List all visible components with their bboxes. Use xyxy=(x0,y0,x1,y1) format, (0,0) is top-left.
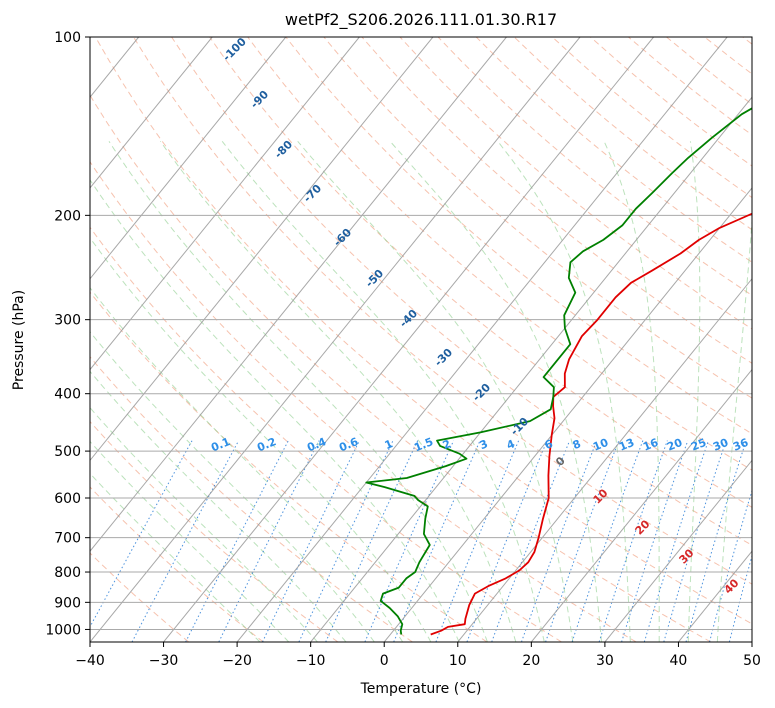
dry-adiabat-line xyxy=(437,37,752,296)
grid-lines xyxy=(0,37,752,642)
mixing-ratio-line xyxy=(663,440,727,642)
mixing-ratio-label: 1 xyxy=(383,437,395,452)
dry-adiabat-line xyxy=(247,37,752,471)
y-tick-label: 300 xyxy=(54,313,81,329)
x-tick-label: 30 xyxy=(596,653,614,669)
isotherm-line xyxy=(236,37,728,642)
isotherm-line xyxy=(604,459,752,642)
mixing-ratio-label: 36 xyxy=(731,436,750,454)
mixing-ratio-label: 16 xyxy=(641,436,660,454)
mixing-ratio-label: 20 xyxy=(665,436,684,454)
x-tick-label: −10 xyxy=(296,653,326,669)
x-tick-label: 50 xyxy=(743,653,761,669)
isotherm-line xyxy=(310,96,752,642)
dry-adiabat-line xyxy=(90,291,488,642)
mixing-ratio-line xyxy=(545,440,620,642)
x-axis-label: Temperature (°C) xyxy=(360,681,482,697)
x-tick-label: 0 xyxy=(380,653,389,669)
dry-adiabat-line xyxy=(399,37,752,330)
isotherm-line xyxy=(90,37,434,462)
isotherm-line xyxy=(530,368,752,642)
plot-area xyxy=(90,37,752,642)
x-axis-ticks: −40 −30 −20 −10 0 10 20 30 40 50 xyxy=(75,642,761,669)
x-tick-label: −30 xyxy=(149,653,179,669)
mixing-ratio-label: 30 xyxy=(711,436,730,454)
mixing-ratio-line xyxy=(393,440,481,642)
plot-frame xyxy=(89,36,753,643)
x-tick-label: 20 xyxy=(522,653,540,669)
mixing-ratio-line xyxy=(90,440,193,628)
mixing-ratio-line xyxy=(685,440,747,642)
dry-adiabat-line xyxy=(94,37,752,625)
dry-adiabat-line xyxy=(285,37,752,435)
mixing-ratio-line xyxy=(728,553,752,642)
dewpoint-profile xyxy=(365,107,752,635)
mixing-ratio-line xyxy=(325,440,419,642)
profile-lines xyxy=(365,107,752,636)
isotherm-line xyxy=(0,37,65,642)
x-tick-label: 10 xyxy=(449,653,467,669)
chart-title: wetPf2_S206.2026.111.01.30.R17 xyxy=(285,10,557,30)
dry-adiabat-line xyxy=(90,552,190,642)
y-tick-label: 800 xyxy=(54,565,81,581)
mixing-ratio-label: 3 xyxy=(478,437,490,452)
mixing-ratio-label: 13 xyxy=(617,436,636,454)
isotherm-line xyxy=(383,187,752,642)
y-axis-ticks: 100 200 300 400 500 600 700 800 900 1000 xyxy=(45,30,90,638)
dry-adiabat-line xyxy=(90,420,339,642)
y-tick-label: 400 xyxy=(54,387,81,403)
x-tick-label: −40 xyxy=(75,653,105,669)
dry-adiabat-line xyxy=(209,37,752,508)
isotherm-line xyxy=(457,277,752,642)
mixing-ratio-label: 2 xyxy=(441,437,453,452)
isotherm-line xyxy=(90,37,360,371)
isotherm-line xyxy=(90,37,213,189)
y-axis-label: Pressure (hPa) xyxy=(11,290,27,390)
y-tick-label: 1000 xyxy=(45,622,81,638)
mixing-ratio-line xyxy=(521,440,598,642)
dry-adiabat-line xyxy=(90,226,562,642)
isotherm-line xyxy=(90,37,581,642)
x-tick-label: −20 xyxy=(222,653,252,669)
isotherm-line xyxy=(90,37,507,552)
y-tick-label: 500 xyxy=(54,444,81,460)
x-tick-label: 40 xyxy=(670,653,688,669)
y-tick-label: 700 xyxy=(54,531,81,547)
isotherm-line xyxy=(751,641,752,642)
dry-adiabat-line xyxy=(90,94,712,642)
mixing-ratio-line xyxy=(364,440,455,642)
y-tick-label: 100 xyxy=(54,30,81,46)
y-tick-label: 600 xyxy=(54,491,81,507)
y-tick-label: 900 xyxy=(54,595,81,611)
mixing-ratio-label: 10 xyxy=(591,436,610,454)
mixing-ratio-label: 8 xyxy=(571,437,583,452)
isotherm-line xyxy=(163,37,654,642)
mixing-ratio-line xyxy=(621,440,689,642)
mixing-ratio-line xyxy=(571,440,644,642)
dry-adiabat-line xyxy=(133,37,752,585)
mixing-ratio-label: 25 xyxy=(689,436,708,454)
mixing-ratio-line xyxy=(218,440,320,642)
mixing-ratio-line xyxy=(709,488,752,642)
dry-adiabat-line xyxy=(171,37,752,546)
isotherm-line xyxy=(90,37,287,280)
dry-adiabat-line xyxy=(90,160,637,642)
mixing-ratio-line xyxy=(643,440,709,642)
y-tick-label: 200 xyxy=(54,208,81,224)
